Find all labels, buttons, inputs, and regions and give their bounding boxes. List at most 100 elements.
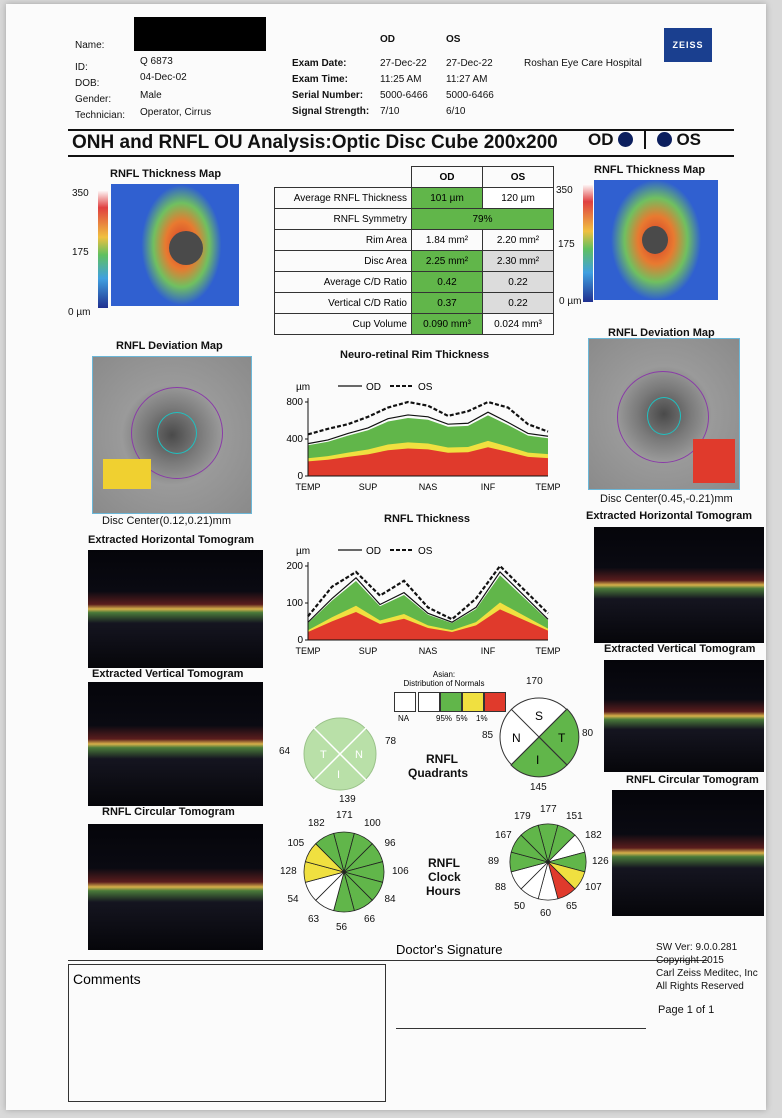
clock-hour-value: 106 bbox=[392, 866, 409, 877]
od-quad-t-letter: T bbox=[320, 749, 327, 761]
serial-number-os: 5000-6466 bbox=[446, 90, 494, 101]
table-row: RNFL Symmetry 79% bbox=[274, 208, 554, 230]
rnfl-x-tick-label: INF bbox=[481, 646, 496, 656]
rnfl-x-tick-label: SUP bbox=[359, 646, 378, 656]
rnfl-series-os bbox=[307, 564, 549, 621]
clock-hour-value: 60 bbox=[540, 908, 552, 919]
metrics-header-blank bbox=[274, 166, 412, 188]
metric-os: 0.22 bbox=[482, 292, 554, 314]
signature-line[interactable] bbox=[396, 1028, 646, 1029]
clock-hour-value: 128 bbox=[280, 866, 297, 877]
os-disc-center: Disc Center(0.45,-0.21)mm bbox=[600, 493, 733, 505]
metrics-header-os: OS bbox=[482, 166, 554, 188]
os-label: OS bbox=[676, 130, 701, 149]
metric-os: 2.20 mm² bbox=[482, 229, 554, 251]
os-vertical-tomogram-title: Extracted Vertical Tomogram bbox=[604, 643, 756, 655]
rim-x-tick-label: INF bbox=[481, 482, 496, 492]
signal-strength-od: 7/10 bbox=[380, 106, 400, 117]
metric-od: 0.37 bbox=[411, 292, 483, 314]
metric-os: 2.30 mm² bbox=[482, 250, 554, 272]
os-circular-tomogram-title: RNFL Circular Tomogram bbox=[626, 774, 759, 786]
od-vertical-tomogram bbox=[88, 682, 263, 806]
os-scale-mid: 175 bbox=[558, 239, 575, 250]
rnfl-legend-os-label: OS bbox=[418, 546, 433, 557]
clock-hour-value: 107 bbox=[585, 882, 602, 893]
od-scale-bottom: 0 µm bbox=[68, 307, 91, 318]
clock-hour-value: 66 bbox=[364, 914, 376, 926]
clock-hour-value: 54 bbox=[287, 894, 299, 905]
rim-x-tick-label: TEMP bbox=[295, 482, 320, 492]
legend-swatches bbox=[394, 692, 506, 712]
signature-label: Doctor's Signature bbox=[396, 942, 503, 957]
dob-label: DOB: bbox=[75, 78, 100, 89]
software-version: SW Ver: 9.0.0.281 bbox=[656, 942, 738, 953]
clock-label-3: Hours bbox=[426, 884, 461, 898]
legend-heading-2: Distribution of Normals bbox=[403, 679, 485, 688]
eye-divider bbox=[643, 131, 646, 149]
rights-reserved: All Rights Reserved bbox=[656, 981, 744, 992]
os-thickness-map-title: RNFL Thickness Map bbox=[594, 164, 706, 176]
legend-blank-swatch bbox=[418, 692, 440, 712]
id-value: Q 6873 bbox=[140, 56, 173, 67]
rnfl-abnormal-band bbox=[308, 609, 548, 640]
rim-y-tick-label: 800 bbox=[286, 397, 303, 408]
od-clock-hours-chart bbox=[303, 831, 385, 913]
rnfl-legend-od-label: OD bbox=[366, 546, 381, 557]
os-vertical-tomogram bbox=[604, 660, 764, 772]
metric-label: Vertical C/D Ratio bbox=[274, 292, 412, 314]
metric-od: 1.84 mm² bbox=[411, 229, 483, 251]
clock-hour-value: 171 bbox=[336, 810, 353, 821]
comments-box[interactable]: Comments bbox=[68, 964, 386, 1102]
serial-number-od: 5000-6466 bbox=[380, 90, 428, 101]
od-deviation-map bbox=[92, 356, 252, 514]
od-color-scale bbox=[98, 190, 108, 308]
legend-heading-1: Asian: bbox=[432, 670, 456, 679]
technician-value: Operator, Cirrus bbox=[140, 107, 212, 118]
od-quad-i-letter: I bbox=[337, 769, 340, 781]
od-scale-mid: 175 bbox=[72, 247, 89, 258]
rim-y-label: µm bbox=[296, 382, 310, 393]
od-quad-n-letter: N bbox=[355, 749, 363, 761]
legend-5-swatch bbox=[462, 692, 484, 712]
clock-hour-value: 151 bbox=[566, 810, 583, 822]
exam-time-od: 11:25 AM bbox=[380, 74, 422, 85]
hospital-name: Roshan Eye Care Hospital bbox=[524, 58, 642, 69]
legend-5: 5% bbox=[456, 714, 468, 723]
od-thickness-map bbox=[111, 184, 239, 306]
metric-os: 0.22 bbox=[482, 271, 554, 293]
zeiss-logo: ZEISS bbox=[664, 28, 712, 62]
rim-series-od bbox=[307, 411, 549, 445]
comments-label: Comments bbox=[73, 971, 141, 987]
os-quad-t-value: 80 bbox=[582, 728, 594, 739]
report-page: Name: ID: Q 6873 DOB: 04-Dec-02 Gender: … bbox=[6, 4, 766, 1110]
id-label: ID: bbox=[75, 62, 88, 73]
name-redaction bbox=[134, 17, 266, 51]
od-disc-outline bbox=[157, 412, 197, 454]
legend-95-swatch bbox=[440, 692, 462, 712]
clock-hour-value: 63 bbox=[308, 914, 320, 926]
metric-label: Average RNFL Thickness bbox=[274, 187, 412, 209]
od-quad-i-value: 139 bbox=[339, 794, 356, 805]
os-thickness-map bbox=[594, 180, 718, 300]
quadrants-label-1: RNFL bbox=[426, 752, 458, 766]
od-circular-tomogram bbox=[88, 824, 263, 950]
copyright: Copyright 2015 bbox=[656, 955, 724, 966]
metric-os: 0.024 mm³ bbox=[482, 313, 554, 335]
od-horizontal-tomogram bbox=[88, 550, 263, 668]
os-quadrant-chart: S N T I bbox=[499, 697, 580, 778]
od-eye-indicator: OD OS bbox=[588, 130, 701, 150]
metric-label: Rim Area bbox=[274, 229, 412, 251]
footer-rule bbox=[68, 960, 708, 961]
legend-95: 95% bbox=[436, 714, 453, 723]
page-number: Page 1 of 1 bbox=[658, 1004, 715, 1016]
metrics-table: OD OS Average RNFL Thickness 101 µm 120 … bbox=[274, 166, 554, 335]
od-quad-n-value: 78 bbox=[385, 736, 397, 747]
od-eye-icon bbox=[618, 132, 634, 147]
clock-hour-value: 126 bbox=[592, 856, 609, 867]
table-row: Vertical C/D Ratio 0.37 0.22 bbox=[274, 292, 554, 314]
rim-x-tick-label: SUP bbox=[359, 482, 378, 492]
clock-hour-value: 177 bbox=[540, 804, 557, 815]
os-deviation-red bbox=[693, 439, 735, 483]
od-quad-t-value: 64 bbox=[279, 746, 291, 757]
od-vertical-tomogram-title: Extracted Vertical Tomogram bbox=[92, 668, 244, 680]
